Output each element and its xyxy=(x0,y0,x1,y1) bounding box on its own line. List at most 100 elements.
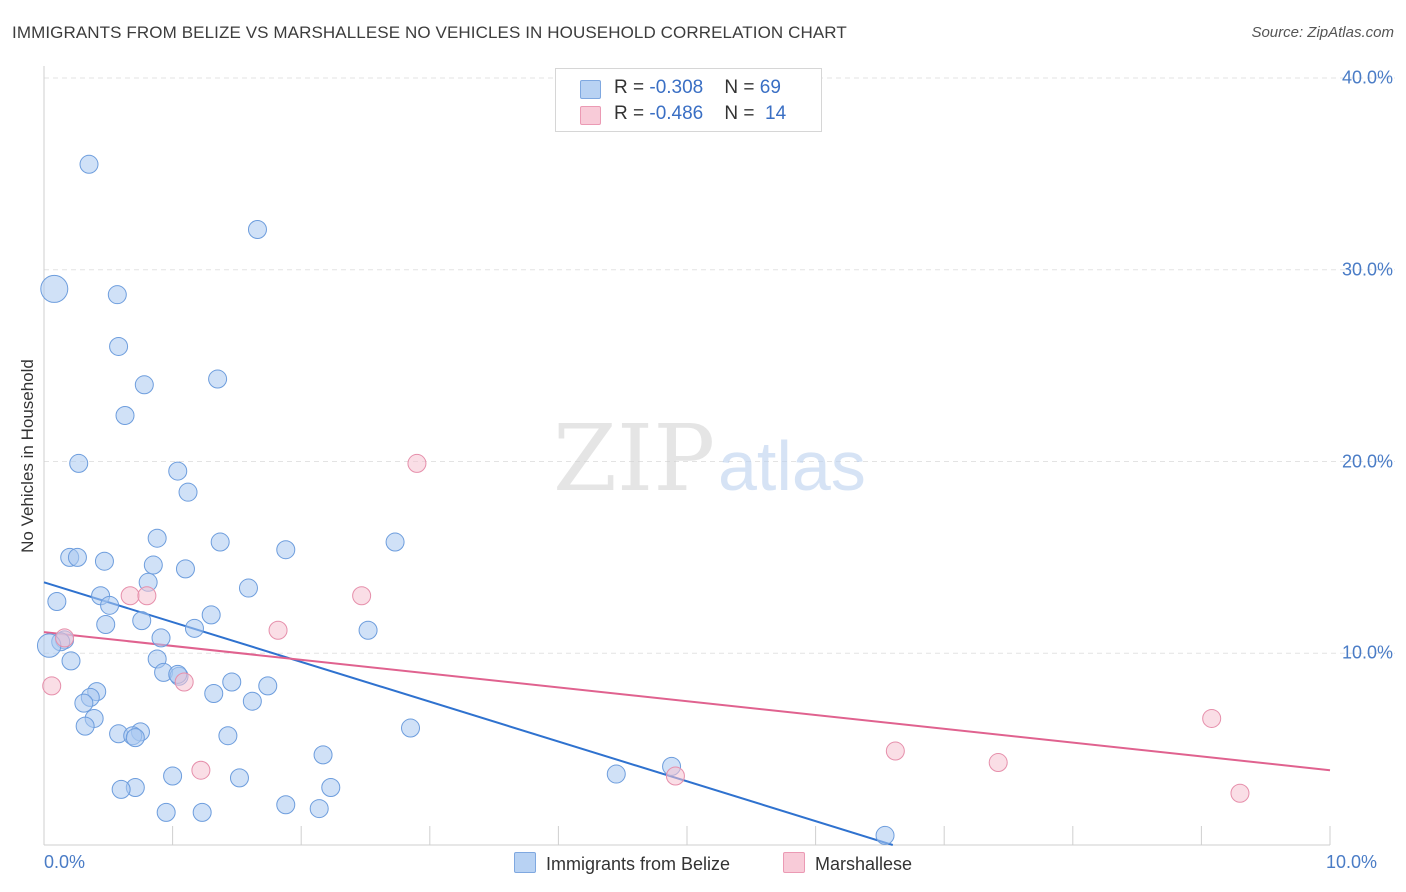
x-tick-label: 10.0% xyxy=(1326,852,1378,872)
data-point xyxy=(191,760,211,780)
legend-swatch-belize xyxy=(514,852,536,873)
y-tick-label: 10.0% xyxy=(1341,642,1393,663)
data-point xyxy=(55,628,75,648)
stats-n-label: N = xyxy=(724,77,760,98)
data-point xyxy=(201,605,221,625)
legend-label-marshallese: Marshallese xyxy=(815,854,913,874)
y-tick-label: 20.0% xyxy=(1341,451,1393,471)
stats-r-value: -0.486 xyxy=(649,103,704,124)
data-point xyxy=(875,825,895,845)
stats-box: R = -0.308 N = 69 R = -0.486 N = 14 xyxy=(555,68,822,132)
stats-n-label: N = xyxy=(724,103,760,124)
data-point xyxy=(208,369,228,389)
y-axis-label: No Vehicles in Household xyxy=(18,359,37,553)
data-point xyxy=(115,405,135,425)
data-point xyxy=(401,718,421,738)
data-point xyxy=(163,766,183,786)
data-point xyxy=(222,672,242,692)
data-point xyxy=(218,726,238,746)
data-point xyxy=(168,461,188,481)
data-point xyxy=(134,375,154,395)
data-point xyxy=(111,779,131,799)
data-point xyxy=(109,336,129,356)
data-point xyxy=(192,802,212,822)
data-point xyxy=(321,777,341,797)
data-point xyxy=(238,578,258,598)
watermark-atlas: atlas xyxy=(718,427,866,505)
data-point xyxy=(47,591,67,611)
data-point xyxy=(67,547,87,567)
data-point xyxy=(79,154,99,174)
data-point xyxy=(606,764,626,784)
data-point xyxy=(885,741,905,761)
data-point xyxy=(94,551,114,571)
data-point xyxy=(665,766,685,786)
data-point xyxy=(74,693,94,713)
gridlines xyxy=(44,77,1395,654)
data-point xyxy=(175,559,195,579)
axes xyxy=(43,66,1331,846)
data-point xyxy=(125,728,145,748)
data-point xyxy=(247,219,267,239)
data-point xyxy=(204,684,224,704)
data-point xyxy=(988,753,1008,773)
data-point xyxy=(132,611,152,631)
data-point xyxy=(1202,708,1222,728)
data-point xyxy=(242,691,262,711)
data-point xyxy=(137,586,157,606)
data-point xyxy=(352,586,372,606)
data-point xyxy=(75,716,95,736)
data-point xyxy=(143,555,163,575)
data-point xyxy=(174,672,194,692)
data-point xyxy=(1230,783,1250,803)
data-point xyxy=(385,532,405,552)
data-point xyxy=(42,676,62,696)
data-point xyxy=(210,532,230,552)
x-tick-label: 0.0% xyxy=(44,852,86,872)
series-marshallese xyxy=(42,453,1250,803)
stats-n-value: 14 xyxy=(765,103,787,124)
data-point xyxy=(147,528,167,548)
chart-source: Source: ZipAtlas.com xyxy=(1251,24,1394,41)
data-point xyxy=(258,676,278,696)
data-point xyxy=(268,620,288,640)
data-point xyxy=(96,614,116,634)
stats-r-label: R = xyxy=(614,103,650,124)
data-point xyxy=(107,285,127,305)
data-point xyxy=(40,274,69,303)
watermark-zip: ZIP xyxy=(553,405,715,512)
data-point xyxy=(276,540,296,560)
y-tick-label: 40.0% xyxy=(1341,67,1393,88)
data-point xyxy=(178,482,198,502)
data-point xyxy=(229,768,249,788)
data-point xyxy=(313,745,333,765)
data-point xyxy=(276,795,296,815)
trend-line-marshallese xyxy=(43,631,1331,772)
stats-n-value: 69 xyxy=(759,77,781,98)
legend-swatch-marshallese xyxy=(783,852,805,873)
data-point xyxy=(407,453,427,473)
series-belize xyxy=(36,154,895,845)
legend-item-belize[interactable]: Immigrants from Belize xyxy=(514,852,730,875)
y-tick-label: 30.0% xyxy=(1341,259,1393,280)
data-point xyxy=(156,802,176,822)
stats-r-label: R = xyxy=(614,77,650,98)
legend-label-belize: Immigrants from Belize xyxy=(546,854,731,874)
legend-item-marshallese[interactable]: Marshallese xyxy=(783,852,912,875)
data-point xyxy=(69,453,89,473)
stats-swatch-belize xyxy=(580,80,601,99)
data-point xyxy=(151,628,171,648)
data-point xyxy=(184,618,204,638)
stats-r-value: -0.308 xyxy=(649,77,704,98)
stats-swatch-marshallese xyxy=(580,106,601,125)
data-point xyxy=(100,595,120,615)
data-point xyxy=(309,799,329,819)
data-points xyxy=(36,154,1250,845)
data-point xyxy=(358,620,378,640)
data-point xyxy=(61,651,81,671)
chart-title: IMMIGRANTS FROM BELIZE VS MARSHALLESE NO… xyxy=(12,23,847,42)
watermark: ZIP atlas xyxy=(553,405,866,512)
data-point xyxy=(120,586,140,606)
trend-lines xyxy=(43,581,1331,846)
